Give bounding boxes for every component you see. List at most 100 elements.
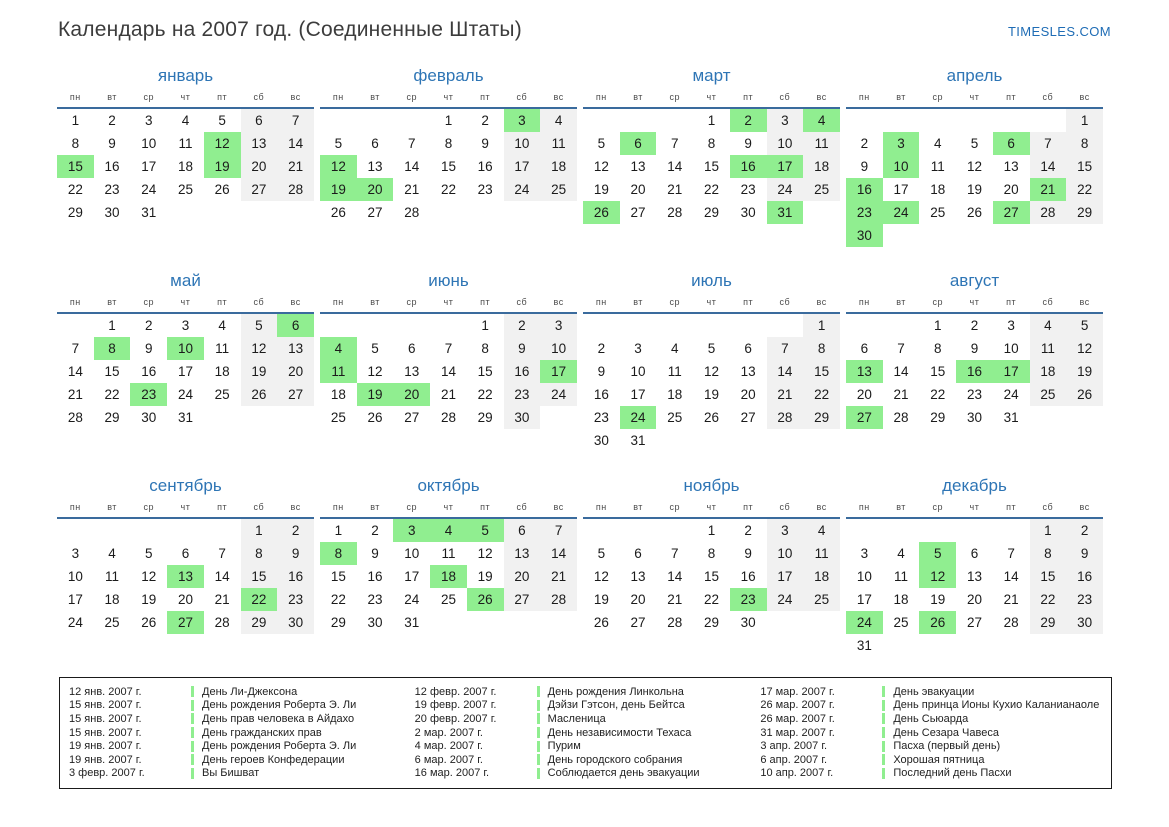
day-cell-holiday: 17 [766,155,804,178]
month-title: май [170,271,201,290]
legend-holiday-name: День гражданских прав [202,726,322,739]
legend-date: 26 мар. 2007 г. [760,712,835,725]
weekday-header: вт [619,502,657,519]
day-cell-holiday: 13 [846,360,883,383]
day-cell: 29 [477,410,493,425]
weekday-header: ср [393,502,431,519]
page-header: Календарь на 2007 год. (Соединенные Штат… [0,0,1169,42]
day-cell-empty [540,611,577,634]
day-cell: 31 [404,615,420,630]
weekday-header: пт [992,502,1030,519]
day-cell: 26 [703,410,719,425]
legend-holiday-name: Соблюдается день эвакуации [547,767,700,780]
day-cell-empty [504,201,541,224]
weekday-header: сб [1029,502,1067,519]
day-cell-empty [803,611,840,634]
day-cell-holiday: 15 [57,155,94,178]
day-cell: 6 [408,341,416,356]
day-cell: 16 [740,569,756,584]
day-cell: 2 [503,313,541,337]
brand-link[interactable]: TIMESLES.COM [1007,24,1111,39]
day-cell: 10 [766,132,804,155]
day-cell: 2 [860,136,869,151]
day-cell-empty [1030,634,1067,657]
day-cell: 23 [593,410,609,425]
day-cell: 20 [240,155,278,178]
day-cell: 16 [277,565,314,588]
day-cell: 24 [1003,387,1019,402]
month-10: октябрь пн вт ср чт пт сб вс 1 2 3 4 5 6 7 8 9 10 11 12 13 14… [320,476,577,634]
day-cell: 9 [597,364,606,379]
day-cell: 14 [67,364,83,379]
legend-holiday-name: Масленица [547,712,606,725]
day-cell-empty [919,108,956,132]
day-cell: 9 [744,136,752,151]
weekday-header: вт [93,92,131,109]
weekday-header: вт [882,297,920,314]
day-cell: 26 [330,205,346,220]
day-cell-holiday: 10 [167,337,204,360]
legend-entry: 16 мар. 2007 г. Соблюдается день эвакуаци… [415,767,757,781]
legend-holiday-name: День городского собрания [547,753,683,766]
day-cell-holiday: 11 [320,360,357,383]
weekday-header: вт [619,297,657,314]
day-cell: 23 [367,592,383,607]
day-cell: 5 [1066,313,1103,337]
day-cell: 3 [540,313,577,337]
legend-entry: 3 февр. 2007 г. Вы Бишват [69,767,411,781]
weekday-header: чт [167,92,204,109]
holiday-tick-icon [536,686,540,698]
day-cell: 11 [178,136,193,151]
legend-entry: 19 февр. 2007 г. Дэйзи Гэтсон, день Бейтс… [415,699,757,713]
day-cell: 26 [367,410,383,425]
day-cell: 10 [856,569,872,584]
holiday-tick-icon [536,754,540,766]
day-cell: 4 [897,546,905,561]
weekday-header: чт [430,297,467,314]
day-cell-holiday: 12 [203,132,241,155]
day-cell-empty [430,201,467,224]
month-9: сентябрь пн вт ср чт пт сб вс 1 2 3 4 5 6 7 8 9 10 11 12 13 1… [57,476,314,634]
day-cell: 23 [1066,588,1103,611]
day-cell: 1 [803,313,840,337]
day-cell-empty [656,429,693,452]
day-cell: 28 [667,615,683,630]
day-cell-holiday: 17 [992,360,1030,383]
day-cell: 8 [1066,132,1103,155]
day-cell: 14 [440,364,456,379]
day-cell: 12 [141,569,157,584]
day-cell: 19 [477,569,493,584]
legend-column-3: 17 мар. 2007 г. День эвакуации 26 мар. 200… [760,685,1102,780]
weekday-header: пт [992,92,1030,109]
day-cell-empty [1030,108,1067,132]
day-cell: 9 [371,546,379,561]
day-cell: 13 [1003,159,1019,174]
day-cell: 27 [740,410,756,425]
legend-holiday-name: Вы Бишват [202,767,260,780]
weekday-header: чт [167,502,204,519]
holiday-tick-icon [536,727,540,739]
day-cell: 27 [630,205,646,220]
day-cell: 7 [71,341,80,356]
legend-holiday-name: День Ли-Джексона [202,685,298,698]
day-cell: 13 [404,364,420,379]
day-cell: 12 [593,159,609,174]
day-cell: 11 [215,341,230,356]
legend-entry: 6 апр. 2007 г. Хорошая пятница [760,753,1102,767]
day-cell: 21 [214,592,230,607]
day-cell: 3 [145,113,153,128]
day-cell-empty [57,518,94,542]
day-cell-empty [167,201,204,224]
day-cell: 13 [740,364,756,379]
day-cell: 15 [440,159,456,174]
day-cell: 26 [966,205,982,220]
day-cell: 10 [67,569,83,584]
day-cell: 1 [444,113,453,128]
day-cell: 21 [540,565,577,588]
day-cell: 22 [930,387,946,402]
weekday-header: вт [619,92,657,109]
weekday-header: пн [320,297,357,314]
month-title: ноябрь [683,476,740,495]
day-cell: 10 [766,542,804,565]
day-cell: 25 [803,588,840,611]
